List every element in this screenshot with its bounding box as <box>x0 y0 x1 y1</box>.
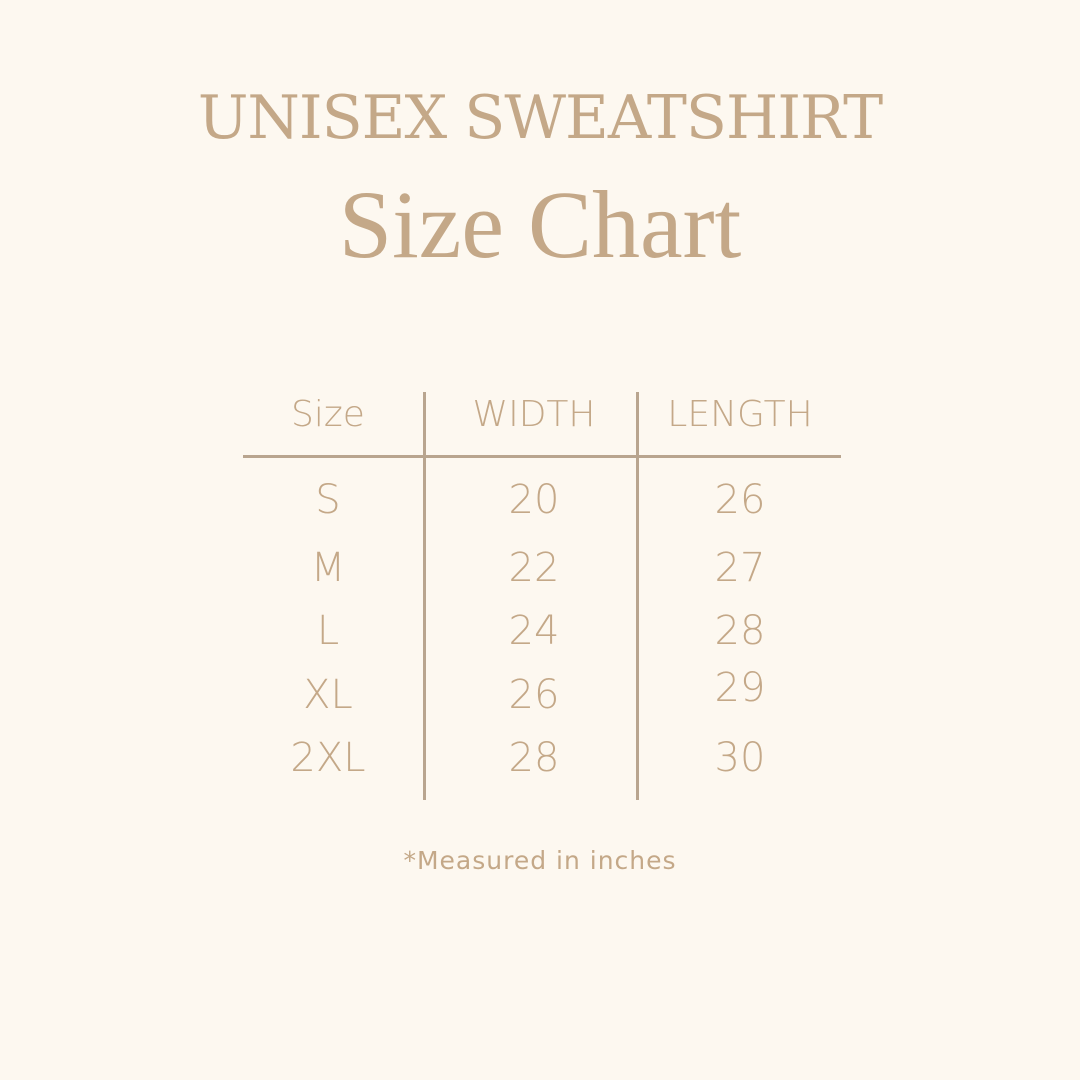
cell-width: 24 <box>508 608 560 654</box>
cell-size: M <box>310 545 346 591</box>
cell-size: L <box>316 608 340 654</box>
cell-width: 26 <box>508 672 560 718</box>
title-product: UNISEX SWEATSHIRT <box>197 83 883 153</box>
cell-length: 28 <box>714 608 766 654</box>
column-divider <box>423 392 426 800</box>
cell-length: 27 <box>714 545 766 591</box>
cell-width: 22 <box>508 545 560 591</box>
cell-size: S <box>315 477 341 523</box>
cell-length: 29 <box>714 665 766 711</box>
cell-width: 20 <box>508 477 560 523</box>
cell-size: XL <box>303 672 353 718</box>
column-divider <box>636 392 639 800</box>
header-length: LENGTH <box>667 394 813 435</box>
cell-width: 28 <box>508 735 560 781</box>
title-size-chart: Size Chart <box>338 171 742 278</box>
cell-length: 30 <box>714 735 766 781</box>
footnote: *Measured in inches <box>403 846 677 875</box>
cell-length: 26 <box>714 477 766 523</box>
header-width: WIDTH <box>472 394 596 435</box>
cell-size: 2XL <box>290 735 366 781</box>
header-divider <box>243 455 841 458</box>
header-size: Size <box>291 394 365 435</box>
